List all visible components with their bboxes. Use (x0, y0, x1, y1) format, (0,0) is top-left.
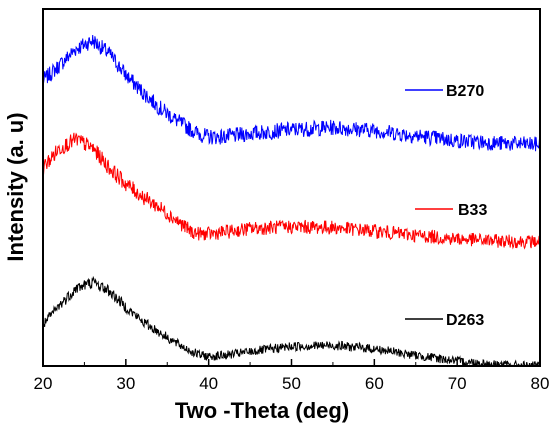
y-axis-title: Intensity (a. u) (3, 112, 28, 261)
x-tick-label: 20 (34, 374, 53, 393)
legend-label-b270: B270 (446, 83, 484, 100)
x-tick-label: 80 (531, 374, 550, 393)
plot-area (43, 34, 540, 366)
x-axis-title: Two -Theta (deg) (175, 398, 349, 423)
x-tick-label: 30 (116, 374, 135, 393)
series-line-b33 (43, 132, 540, 250)
legend-label-b33: B33 (458, 202, 487, 219)
x-tick-label: 40 (199, 374, 218, 393)
legend: B270 B33 D263 (405, 83, 487, 329)
series-layer (43, 34, 540, 366)
x-tick-label: 70 (448, 374, 467, 393)
x-tick-label: 50 (282, 374, 301, 393)
legend-label-d263: D263 (446, 312, 484, 329)
series-line-b270 (43, 34, 540, 152)
x-axis-ticks: 20 30 40 50 60 70 80 (34, 359, 550, 393)
x-tick-label: 60 (365, 374, 384, 393)
series-line-d263 (43, 275, 540, 366)
